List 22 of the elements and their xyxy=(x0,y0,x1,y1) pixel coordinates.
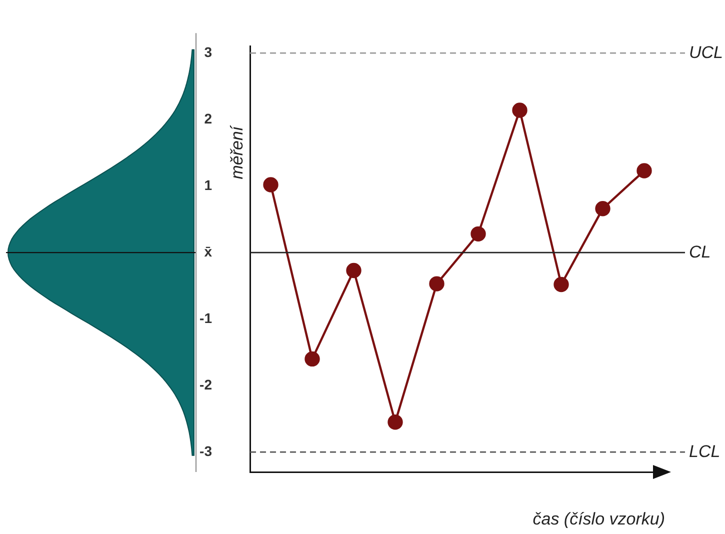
point xyxy=(595,201,610,216)
x-axis-title: čas (číslo vzorku) xyxy=(532,510,665,529)
point xyxy=(470,226,486,242)
y-tick-label: -2 xyxy=(200,376,212,392)
ref-line-label: UCL xyxy=(689,42,724,62)
point xyxy=(263,177,278,192)
point xyxy=(346,262,362,278)
y-tick-label: 1 xyxy=(204,176,212,193)
y-tick-label: -1 xyxy=(200,310,212,326)
point xyxy=(429,276,444,292)
point xyxy=(554,276,569,292)
y-tick-label: 3 xyxy=(204,44,212,60)
point xyxy=(636,163,652,178)
ref-line-label: LCL xyxy=(689,442,720,461)
y-tick-label: 2 xyxy=(204,110,212,126)
point xyxy=(304,351,320,367)
point xyxy=(388,414,403,430)
ref-line-label: CL xyxy=(689,242,711,262)
point xyxy=(512,102,528,118)
y-axis-title: měření xyxy=(228,124,247,180)
y-tick-label: -3 xyxy=(200,442,212,459)
y-tick-label: x̄ xyxy=(204,243,212,260)
